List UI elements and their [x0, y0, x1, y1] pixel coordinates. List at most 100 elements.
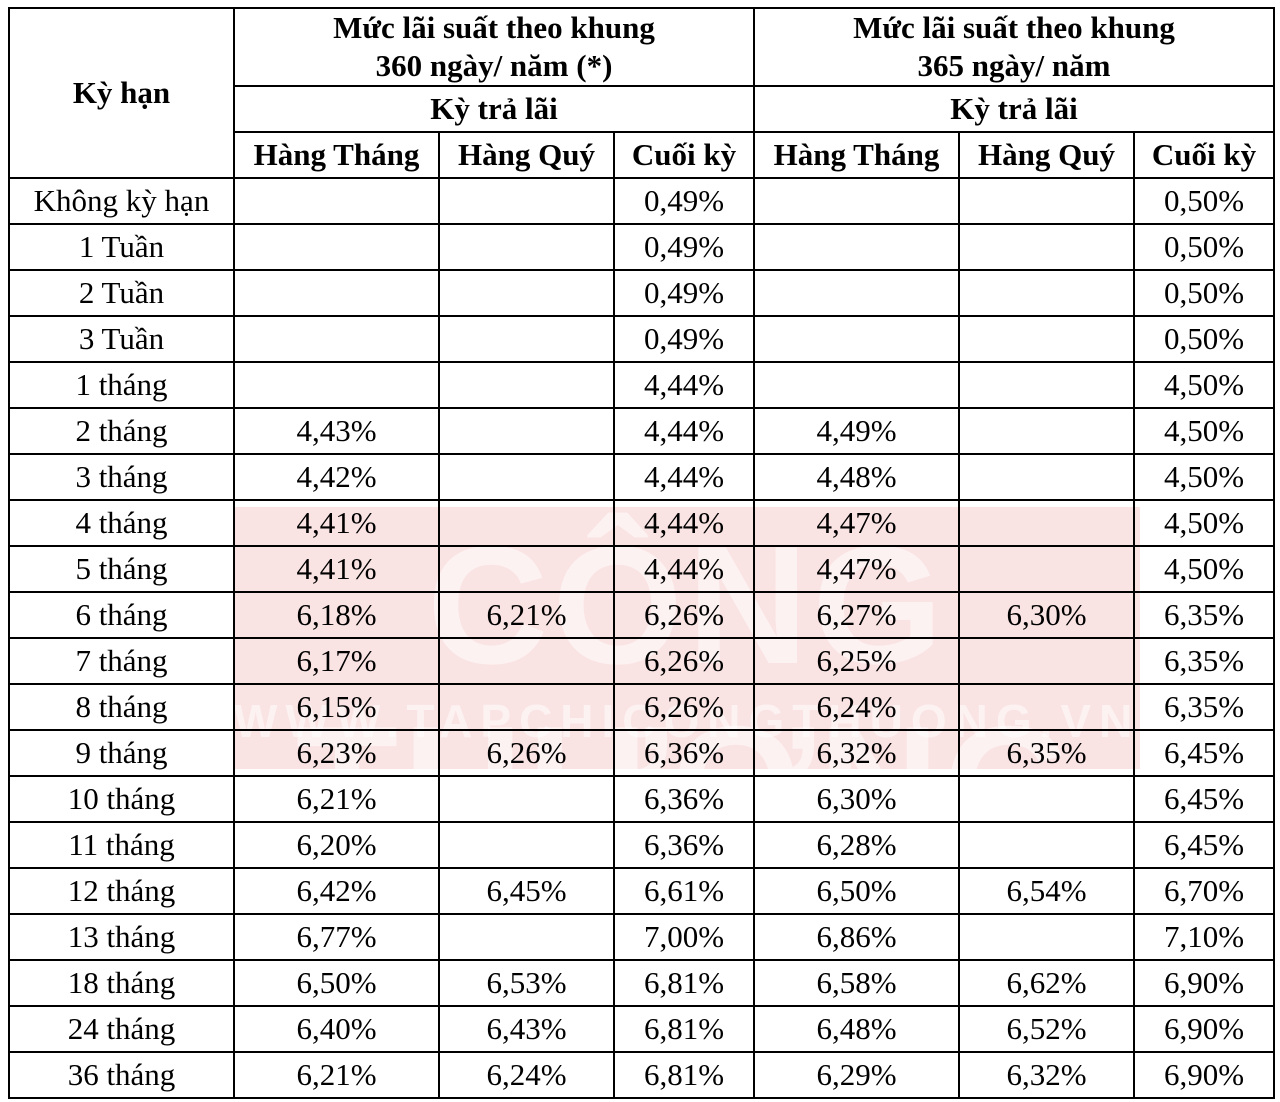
rate-cell-end-of-term-360: 6,26%	[613, 637, 755, 685]
rate-cell-end-of-term-360: 7,00%	[613, 913, 755, 961]
term-cell: 9 tháng	[8, 729, 235, 777]
table-body: Không kỳ hạn 0,49% 0,50% 1 Tuần 0,49% 0,50% 2 …	[8, 177, 1275, 1099]
rate-cell-end-of-term-365: 6,45%	[1133, 821, 1275, 869]
rate-cell-monthly-365: 4,48%	[753, 453, 960, 501]
table-header: Kỳ hạn Mức lãi suất theo khung 360 ngày/…	[8, 7, 1275, 179]
rate-cell-quarterly-360	[438, 269, 615, 317]
rate-cell-end-of-term-365: 6,70%	[1133, 867, 1275, 915]
rate-cell-quarterly-365	[958, 499, 1135, 547]
term-cell: 2 tháng	[8, 407, 235, 455]
rate-cell-quarterly-365	[958, 545, 1135, 593]
group-header-360-line1: Mức lãi suất theo khung	[333, 10, 655, 45]
rate-cell-quarterly-360	[438, 775, 615, 823]
rate-cell-quarterly-360: 6,24%	[438, 1051, 615, 1099]
rate-cell-end-of-term-360: 4,44%	[613, 545, 755, 593]
rate-cell-end-of-term-360: 4,44%	[613, 453, 755, 501]
rate-cell-quarterly-360: 6,21%	[438, 591, 615, 639]
rate-cell-quarterly-365	[958, 223, 1135, 271]
rate-cell-monthly-360: 4,43%	[233, 407, 440, 455]
term-cell: 36 tháng	[8, 1051, 235, 1099]
rate-cell-quarterly-365	[958, 407, 1135, 455]
table-row: 2 Tuần 0,49% 0,50%	[8, 269, 1275, 317]
rate-cell-end-of-term-360: 6,36%	[613, 729, 755, 777]
rate-cell-end-of-term-365: 0,50%	[1133, 223, 1275, 271]
rate-cell-monthly-360: 6,15%	[233, 683, 440, 731]
term-cell: 8 tháng	[8, 683, 235, 731]
term-cell: 1 tháng	[8, 361, 235, 409]
col-header-end-of-term-360: Cuối kỳ	[613, 131, 755, 179]
rate-cell-monthly-365: 6,32%	[753, 729, 960, 777]
rate-cell-quarterly-360	[438, 177, 615, 225]
table-row: 7 tháng 6,17% 6,26% 6,25% 6,35%	[8, 637, 1275, 685]
table-row: 5 tháng 4,41% 4,44% 4,47% 4,50%	[8, 545, 1275, 593]
rate-cell-monthly-365	[753, 361, 960, 409]
rate-cell-quarterly-365	[958, 177, 1135, 225]
rate-cell-monthly-365: 6,24%	[753, 683, 960, 731]
rate-cell-monthly-365: 6,58%	[753, 959, 960, 1007]
rate-cell-quarterly-365	[958, 315, 1135, 363]
rate-cell-quarterly-360	[438, 683, 615, 731]
rate-cell-end-of-term-365: 6,45%	[1133, 729, 1275, 777]
rate-cell-quarterly-360	[438, 453, 615, 501]
rate-cell-end-of-term-365: 6,90%	[1133, 959, 1275, 1007]
table-row: 6 tháng 6,18% 6,21% 6,26% 6,27% 6,30% 6,35%	[8, 591, 1275, 639]
rate-cell-monthly-360: 6,40%	[233, 1005, 440, 1053]
rate-cell-monthly-365: 6,28%	[753, 821, 960, 869]
rate-cell-quarterly-360	[438, 499, 615, 547]
rate-cell-quarterly-365: 6,30%	[958, 591, 1135, 639]
table-row: 10 tháng 6,21% 6,36% 6,30% 6,45%	[8, 775, 1275, 823]
rate-cell-monthly-365: 4,47%	[753, 499, 960, 547]
term-cell: 2 Tuần	[8, 269, 235, 317]
rate-cell-quarterly-365	[958, 453, 1135, 501]
term-cell: 10 tháng	[8, 775, 235, 823]
term-cell: 24 tháng	[8, 1005, 235, 1053]
rate-cell-monthly-365: 6,86%	[753, 913, 960, 961]
rate-cell-end-of-term-365: 0,50%	[1133, 315, 1275, 363]
rate-cell-end-of-term-365: 4,50%	[1133, 545, 1275, 593]
rate-cell-quarterly-360: 6,43%	[438, 1005, 615, 1053]
rate-cell-quarterly-365: 6,32%	[958, 1051, 1135, 1099]
rate-cell-monthly-365	[753, 223, 960, 271]
table-row: 36 tháng 6,21% 6,24% 6,81% 6,29% 6,32% 6,90%	[8, 1051, 1275, 1099]
rate-cell-quarterly-360: 6,45%	[438, 867, 615, 915]
group-header-360: Mức lãi suất theo khung 360 ngày/ năm (*…	[233, 7, 755, 87]
interest-rate-table: Kỳ hạn Mức lãi suất theo khung 360 ngày/…	[8, 7, 1275, 1099]
rate-cell-monthly-365: 4,47%	[753, 545, 960, 593]
term-cell: 7 tháng	[8, 637, 235, 685]
rate-cell-quarterly-365	[958, 913, 1135, 961]
rate-cell-end-of-term-365: 6,90%	[1133, 1005, 1275, 1053]
rate-cell-quarterly-360	[438, 913, 615, 961]
rate-cell-quarterly-365: 6,62%	[958, 959, 1135, 1007]
rate-cell-end-of-term-360: 6,81%	[613, 1051, 755, 1099]
rate-cell-monthly-365: 6,48%	[753, 1005, 960, 1053]
rate-cell-quarterly-365: 6,54%	[958, 867, 1135, 915]
rate-cell-end-of-term-360: 6,36%	[613, 775, 755, 823]
rate-cell-end-of-term-360: 4,44%	[613, 407, 755, 455]
rate-cell-monthly-365	[753, 315, 960, 363]
table-row: 3 tháng 4,42% 4,44% 4,48% 4,50%	[8, 453, 1275, 501]
rate-cell-quarterly-365: 6,52%	[958, 1005, 1135, 1053]
table-row: 8 tháng 6,15% 6,26% 6,24% 6,35%	[8, 683, 1275, 731]
table-row: 3 Tuần 0,49% 0,50%	[8, 315, 1275, 363]
rate-cell-end-of-term-365: 4,50%	[1133, 453, 1275, 501]
rate-cell-quarterly-365: 6,35%	[958, 729, 1135, 777]
col-header-monthly-365: Hàng Tháng	[753, 131, 960, 179]
col-header-monthly-360: Hàng Tháng	[233, 131, 440, 179]
rate-cell-end-of-term-360: 0,49%	[613, 223, 755, 271]
rate-cell-end-of-term-365: 4,50%	[1133, 407, 1275, 455]
rate-cell-monthly-360: 6,21%	[233, 775, 440, 823]
table-row: 9 tháng 6,23% 6,26% 6,36% 6,32% 6,35% 6,45%	[8, 729, 1275, 777]
rate-cell-end-of-term-360: 4,44%	[613, 361, 755, 409]
rate-cell-end-of-term-360: 6,81%	[613, 1005, 755, 1053]
table-row: 4 tháng 4,41% 4,44% 4,47% 4,50%	[8, 499, 1275, 547]
rate-cell-end-of-term-365: 7,10%	[1133, 913, 1275, 961]
rate-cell-monthly-360: 6,50%	[233, 959, 440, 1007]
rate-cell-monthly-360: 6,42%	[233, 867, 440, 915]
rate-cell-monthly-365: 4,49%	[753, 407, 960, 455]
rate-cell-monthly-360: 6,77%	[233, 913, 440, 961]
table-row: 1 tháng 4,44% 4,50%	[8, 361, 1275, 409]
rate-cell-monthly-365: 6,25%	[753, 637, 960, 685]
rate-cell-end-of-term-360: 6,26%	[613, 683, 755, 731]
payment-period-header-360: Kỳ trả lãi	[233, 85, 755, 133]
rate-cell-end-of-term-360: 0,49%	[613, 177, 755, 225]
